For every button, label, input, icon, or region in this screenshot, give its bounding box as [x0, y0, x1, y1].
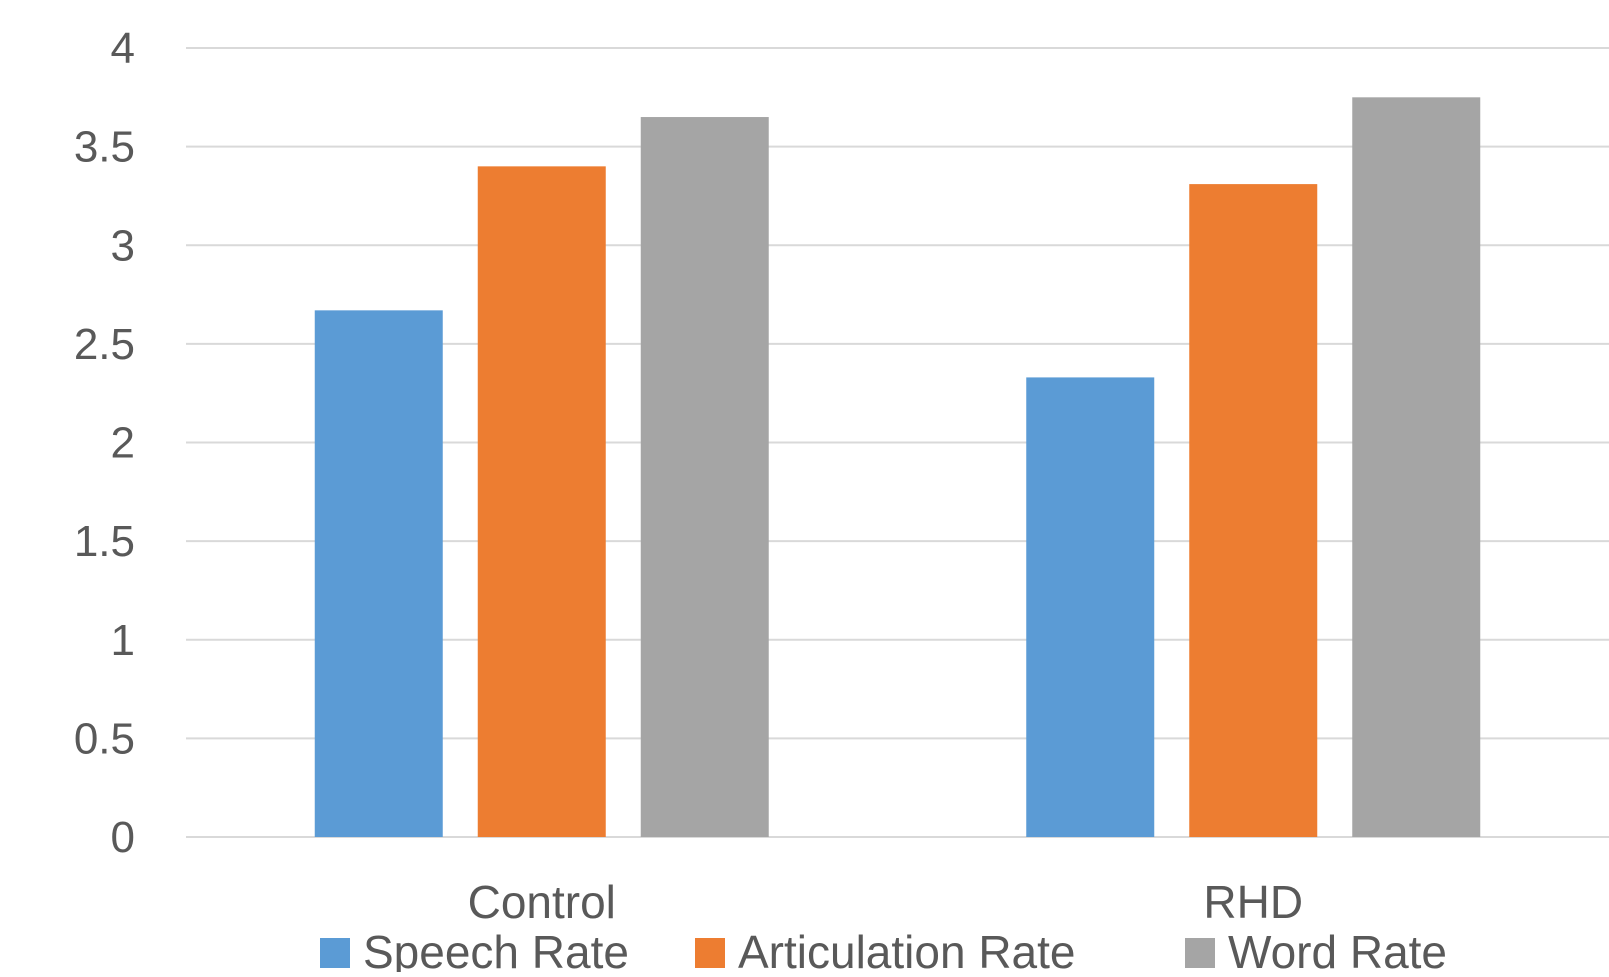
legend-item: Word Rate — [1185, 926, 1447, 977]
legend-label: Speech Rate — [363, 926, 629, 972]
bar-word-rate-control — [640, 117, 769, 838]
legend-item: Speech Rate — [320, 926, 629, 977]
y-tick-label: 0.5 — [74, 714, 135, 763]
x-category-label: Control — [468, 876, 616, 928]
legend-item: Articulation Rate — [695, 926, 1076, 977]
legend-swatch — [695, 938, 725, 968]
legend-swatch — [320, 938, 350, 968]
legend-swatch — [1185, 938, 1215, 968]
bar-speech-rate-control — [314, 310, 443, 837]
bar-word-rate-rhd — [1352, 97, 1481, 837]
y-tick-label: 0 — [111, 813, 135, 862]
legend-label: Articulation Rate — [738, 926, 1076, 972]
x-axis-category-labels: Control RHD — [468, 876, 1303, 928]
bar-articulation-rate-rhd — [1189, 184, 1318, 838]
y-tick-label: 1 — [111, 616, 135, 665]
y-tick-label: 1.5 — [74, 517, 135, 566]
y-tick-label: 3.5 — [74, 123, 135, 172]
legend: Speech Rate Articulation Rate Word Rate — [320, 926, 1447, 977]
x-category-label: RHD — [1203, 876, 1303, 928]
y-tick-label: 2 — [111, 419, 135, 468]
y-tick-label: 3 — [111, 221, 135, 270]
y-axis-tick-labels: 0 0.5 1 1.5 2 2.5 3 3.5 4 — [74, 24, 135, 862]
bars — [314, 97, 1481, 838]
bar-articulation-rate-control — [477, 166, 606, 838]
y-tick-label: 2.5 — [74, 320, 135, 369]
legend-label: Word Rate — [1228, 926, 1447, 972]
y-tick-label: 4 — [111, 24, 135, 73]
bar-speech-rate-rhd — [1026, 377, 1155, 837]
